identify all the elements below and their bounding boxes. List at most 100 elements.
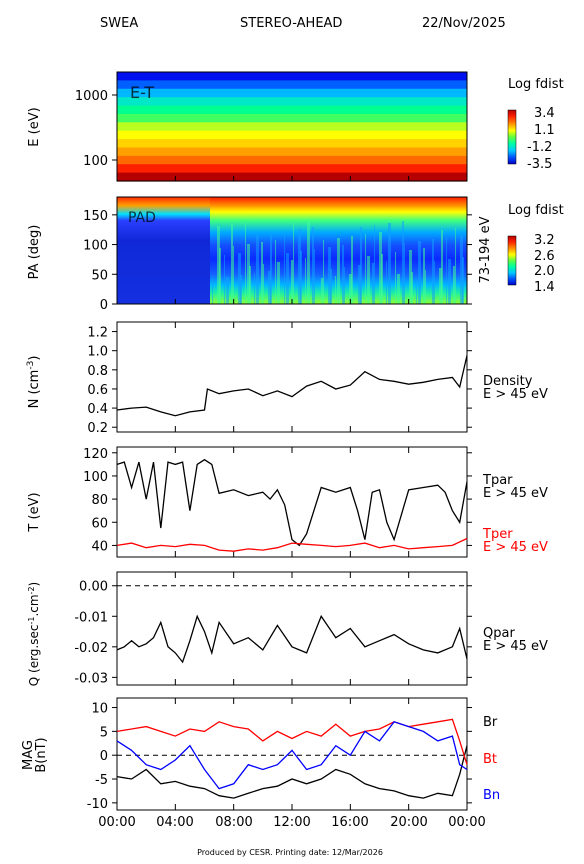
- pad-stripe: [224, 255, 225, 304]
- pad-stripe: [402, 221, 404, 304]
- y-tick-label: -0.01: [74, 610, 108, 625]
- y-tick-label: -0.02: [74, 641, 108, 656]
- y-tick-label: 150: [83, 209, 108, 224]
- pad-stripe: [344, 267, 345, 304]
- energy-band: [117, 105, 467, 115]
- pad-stripe: [386, 261, 387, 304]
- et-ytick-100: 100: [83, 154, 108, 169]
- y-tick-label: 50: [91, 268, 108, 283]
- y-tick-label: 100: [83, 239, 108, 254]
- density-ylabel: N (cm-3): [26, 356, 42, 409]
- pad-stripe: [358, 265, 361, 304]
- y-tick-label: 0.8: [87, 364, 108, 379]
- pad-stripe: [314, 249, 315, 304]
- pad-stripe: [254, 273, 255, 304]
- pad-colorbar: [507, 235, 517, 286]
- series-line-tper: [116, 537, 468, 552]
- y-tick-label: 1.0: [87, 345, 108, 360]
- mission-title: STEREO-AHEAD: [240, 16, 342, 31]
- pad-stripe: [372, 263, 374, 304]
- density-legend-note: E > 45 eV: [483, 387, 548, 402]
- pitch-angle-panel: PAD PA (deg) 73-194 eV Log fdist 3.2 2.6…: [27, 196, 564, 305]
- energy-spectrogram: [117, 72, 467, 182]
- x-tick-label: 16:00: [331, 815, 368, 830]
- pad-stripe: [395, 252, 396, 304]
- pad-stripe: [379, 232, 382, 304]
- pad-stripe: [217, 226, 220, 304]
- pad-stripe: [446, 237, 447, 304]
- et-cbar-tick: 1.1: [534, 123, 555, 138]
- pad-cbar-tick: 3.2: [534, 233, 555, 248]
- pad-energy-range: 73-194 eV: [478, 216, 493, 283]
- pad-stripe: [434, 261, 435, 304]
- pad-stripe: [349, 274, 352, 304]
- pad-cbar-tick: 2.0: [534, 264, 555, 279]
- pad-stripe: [231, 224, 233, 304]
- pad-cbar-tick: 1.4: [534, 280, 555, 295]
- pad-stripe: [286, 253, 289, 304]
- instrument-title: SWEA: [100, 16, 138, 31]
- energy-band: [117, 72, 467, 81]
- pad-stripe: [432, 239, 434, 304]
- y-tick-label: 1.2: [87, 326, 108, 341]
- pad-stripe: [328, 247, 331, 304]
- pad-stripe: [367, 256, 370, 304]
- pad-stripe: [284, 231, 285, 304]
- y-tick-label: 60: [91, 516, 108, 531]
- pad-stripe: [460, 235, 463, 304]
- y-tick-label: 100: [83, 470, 108, 485]
- pad-ylabel: PA (deg): [27, 225, 42, 280]
- series-line-br: [116, 745, 468, 799]
- series-line-bt: [116, 718, 468, 765]
- date-title: 22/Nov/2025: [422, 16, 506, 31]
- qpar-legend-note: E > 45 eV: [483, 639, 548, 654]
- mag-ylabel-line2: B(nT): [34, 737, 49, 772]
- pad-stripe: [423, 248, 425, 304]
- y-tick-label: 120: [83, 447, 108, 462]
- qpar-legend: Qpar: [483, 626, 515, 641]
- y-tick-label: 0.2: [87, 421, 108, 436]
- x-tick-label: 08:00: [215, 815, 252, 830]
- pad-panel-label: PAD: [128, 210, 156, 226]
- energy-band: [117, 122, 467, 132]
- pad-stripe: [448, 259, 451, 304]
- pad-stripe: [212, 279, 213, 304]
- temperature-panel: T (eV) Tpar E > 45 eV Tper E > 45 eV: [27, 446, 548, 558]
- y-tick-label: 5: [100, 725, 108, 740]
- pad-early-interval: [117, 197, 210, 304]
- pad-stripe: [441, 230, 443, 304]
- pad-stripe: [298, 229, 301, 304]
- y-tick-label: 0.4: [87, 402, 108, 417]
- series-line-qpar: [116, 614, 468, 664]
- pad-stripe: [312, 227, 314, 304]
- pad-stripe: [453, 266, 455, 304]
- magnetic-field-panel: MAG B(nT) Br Bt Bn: [21, 697, 500, 811]
- pad-stripe: [293, 222, 294, 304]
- energy-band: [117, 130, 467, 140]
- pad-colorbar-title: Log fdist: [508, 203, 564, 218]
- y-tick-label: 0.6: [87, 383, 108, 398]
- et-ytick-1000: 1000: [75, 89, 108, 104]
- x-tick-label: 04:00: [156, 815, 193, 830]
- energy-band: [117, 155, 467, 165]
- tper-legend: Tper: [482, 527, 513, 542]
- y-tick-label: 80: [91, 493, 108, 508]
- pad-stripe: [404, 243, 405, 304]
- et-cbar-tick: -1.2: [527, 140, 552, 155]
- et-colorbar: [507, 109, 517, 165]
- chart-marks: 1.21.00.80.60.40.21201008060400.00-0.01-…: [74, 176, 472, 812]
- energy-band: [117, 164, 467, 174]
- pad-cbar-tick: 2.6: [534, 249, 555, 264]
- y-tick-label: 0: [100, 298, 108, 313]
- pad-stripe: [323, 240, 324, 304]
- mag-ylabel-line1: MAG: [21, 740, 36, 770]
- et-colorbar-title: Log fdist: [508, 77, 564, 92]
- pad-stripe: [365, 234, 366, 304]
- series-line-tpar: [116, 458, 468, 547]
- pad-stripe: [418, 241, 421, 304]
- energy-band: [117, 147, 467, 157]
- energy-band: [117, 80, 467, 90]
- x-tick-label: 00:00: [98, 815, 135, 830]
- br-legend: Br: [483, 715, 498, 730]
